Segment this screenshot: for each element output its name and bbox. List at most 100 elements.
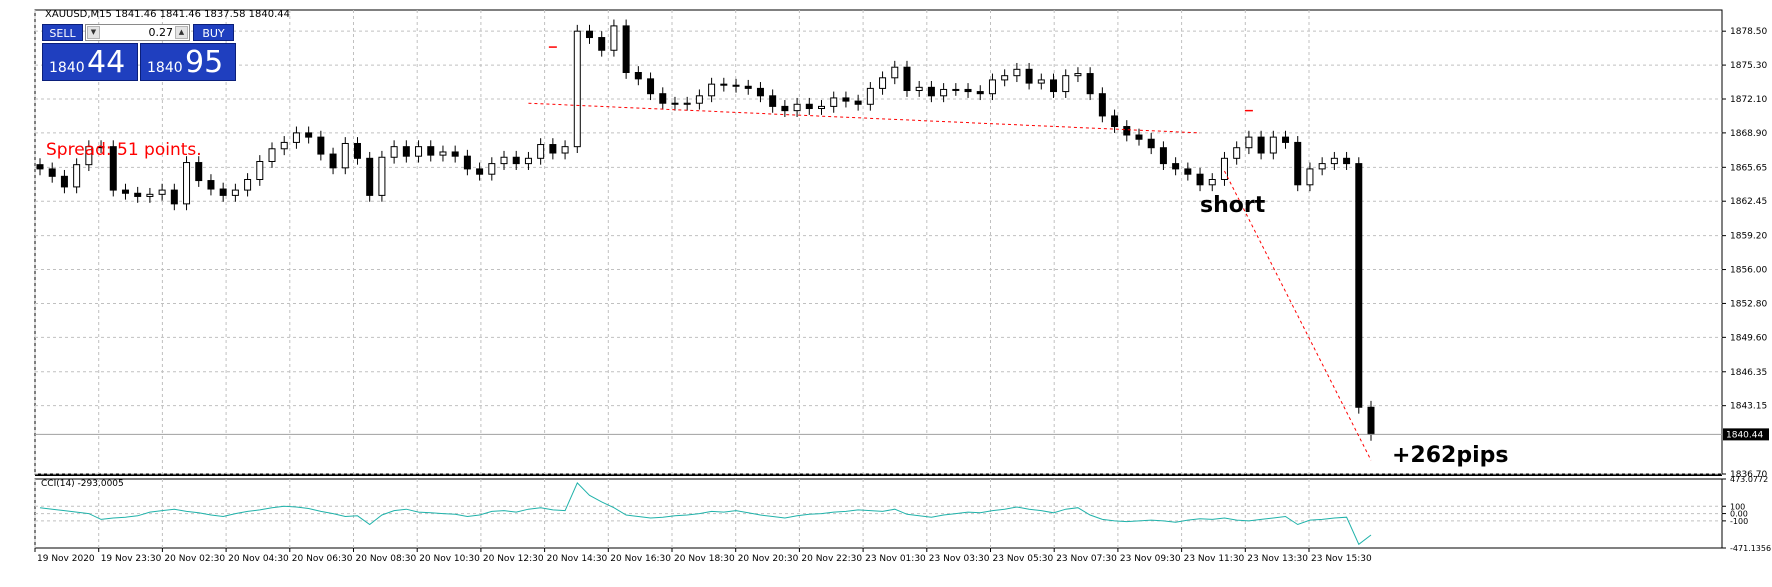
candle bbox=[415, 140, 423, 163]
candle bbox=[1037, 73, 1045, 90]
bull-candle-body bbox=[439, 151, 447, 156]
bear-candle-body bbox=[659, 93, 667, 104]
lot-decrease-icon[interactable]: ▼ bbox=[87, 26, 100, 39]
candle bbox=[305, 126, 313, 144]
bear-candle-body bbox=[121, 189, 129, 194]
x-tick-label: 23 Nov 15:30 bbox=[1311, 554, 1372, 564]
candle bbox=[146, 187, 154, 203]
bull-candle-body bbox=[1306, 168, 1314, 186]
x-tick-label: 20 Nov 12:30 bbox=[483, 554, 544, 564]
bear-candle-body bbox=[976, 91, 984, 95]
trade-history-line bbox=[528, 102, 1201, 134]
bull-candle-body bbox=[415, 146, 423, 157]
candle bbox=[1245, 130, 1253, 155]
lot-increase-icon[interactable]: ▲ bbox=[175, 26, 188, 39]
candle bbox=[317, 130, 325, 161]
candle bbox=[964, 83, 972, 98]
candle bbox=[1172, 157, 1180, 176]
bull-candle-body bbox=[866, 87, 874, 105]
buy-price-pips: 95 bbox=[185, 45, 224, 80]
sell-button[interactable]: SELL bbox=[42, 24, 83, 41]
candle bbox=[720, 77, 728, 92]
candle bbox=[280, 136, 288, 156]
x-tick-label: 23 Nov 13:30 bbox=[1247, 554, 1308, 564]
candle bbox=[1111, 109, 1119, 133]
bull-candle-body bbox=[378, 156, 386, 196]
bull-candle-body bbox=[1233, 147, 1241, 159]
bear-candle-body bbox=[1172, 163, 1180, 170]
candle bbox=[158, 183, 166, 201]
candle bbox=[1220, 151, 1228, 186]
candle bbox=[121, 183, 129, 200]
bull-candle-body bbox=[1330, 157, 1338, 165]
bull-candle-body bbox=[1220, 157, 1228, 180]
bull-candle-body bbox=[1062, 75, 1070, 93]
candle bbox=[671, 96, 679, 111]
candle bbox=[915, 80, 923, 97]
sell-price-button[interactable]: 1840 44 bbox=[42, 43, 138, 81]
candle bbox=[683, 96, 691, 111]
bull-candle-body bbox=[695, 95, 703, 104]
candle bbox=[219, 182, 227, 202]
candle bbox=[866, 82, 874, 111]
bear-candle-body bbox=[720, 83, 728, 86]
bear-candle-body bbox=[1159, 147, 1167, 165]
candle bbox=[622, 19, 630, 79]
y-tick-label: 1865.65 bbox=[1730, 163, 1767, 173]
cci-tick-label: 0.00 bbox=[1730, 510, 1748, 519]
bear-candle-body bbox=[219, 188, 227, 196]
bear-candle-body bbox=[769, 95, 777, 107]
bear-candle-body bbox=[927, 86, 935, 97]
x-tick-label: 23 Nov 05:30 bbox=[993, 554, 1054, 564]
x-tick-label: 19 Nov 2020 bbox=[37, 554, 95, 564]
candle bbox=[952, 83, 960, 96]
x-tick-label: 20 Nov 20:30 bbox=[738, 554, 799, 564]
candle bbox=[830, 91, 838, 113]
candle bbox=[891, 60, 899, 85]
lot-size-value[interactable]: 0.27 bbox=[148, 26, 174, 39]
y-tick-label: 1868.90 bbox=[1730, 129, 1767, 139]
candle bbox=[1343, 151, 1351, 170]
buy-button[interactable]: BUY bbox=[193, 24, 234, 41]
bear-candle-body bbox=[622, 25, 630, 74]
bear-candle-body bbox=[463, 155, 471, 170]
candle bbox=[1355, 157, 1363, 414]
spread-annotation: Spread: 51 points. bbox=[46, 140, 202, 160]
one-click-trading-panel: SELL ▼ 0.27 ▲ BUY 1840 44 1840 95 bbox=[40, 24, 236, 82]
y-tick-label: 1862.45 bbox=[1730, 197, 1767, 207]
bear-candle-body bbox=[781, 105, 789, 112]
bear-candle-body bbox=[585, 30, 593, 39]
candle bbox=[1086, 67, 1094, 101]
lot-size-stepper[interactable]: ▼ 0.27 ▲ bbox=[85, 24, 190, 41]
bear-candle-body bbox=[647, 78, 655, 95]
bear-candle-body bbox=[1098, 93, 1106, 117]
candle bbox=[756, 82, 764, 103]
candle bbox=[818, 100, 826, 115]
short-annotation: short bbox=[1200, 193, 1266, 218]
bear-candle-body bbox=[512, 156, 520, 165]
candle bbox=[744, 79, 752, 95]
bull-candle-body bbox=[891, 66, 899, 79]
bull-candle-body bbox=[500, 156, 508, 165]
bull-candle-body bbox=[561, 146, 569, 154]
candle bbox=[256, 155, 264, 186]
bear-candle-body bbox=[366, 157, 374, 196]
buy-price-button[interactable]: 1840 95 bbox=[140, 43, 236, 81]
candle bbox=[402, 140, 410, 163]
chart-title: XAUUSD,M15 1841.46 1841.46 1837.58 1840.… bbox=[45, 9, 290, 20]
bear-candle-body bbox=[60, 175, 68, 188]
candle bbox=[512, 150, 520, 170]
candle bbox=[598, 31, 606, 57]
bear-candle-body bbox=[732, 84, 740, 87]
bear-candle-body bbox=[109, 146, 117, 191]
candle bbox=[1159, 141, 1167, 170]
pips-annotation: +262pips bbox=[1392, 443, 1509, 468]
y-tick-label: 1852.80 bbox=[1730, 299, 1767, 309]
cci-tick-label: -100 bbox=[1730, 517, 1748, 526]
candle bbox=[1257, 130, 1265, 160]
candle bbox=[793, 97, 801, 117]
candle bbox=[708, 77, 716, 103]
bear-candle-body bbox=[329, 153, 337, 169]
